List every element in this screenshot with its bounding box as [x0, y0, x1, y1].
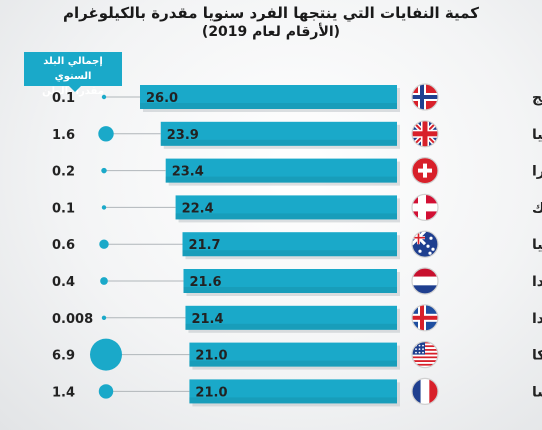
- bar-usa: [189, 342, 397, 367]
- bar-shade: [182, 250, 397, 257]
- total-value-label: 0.6: [52, 238, 75, 253]
- country-label: أيسلندا: [532, 309, 542, 327]
- bar-shade: [175, 213, 397, 220]
- flag-denmark-icon: [411, 193, 439, 221]
- total-dot: [101, 94, 107, 100]
- total-dot: [101, 167, 107, 174]
- bar-value-label: 23.4: [172, 165, 204, 180]
- total-value-label: 0.2: [52, 165, 75, 180]
- bar-shade: [165, 176, 397, 183]
- bar-australia: [182, 232, 397, 257]
- flag-norway-icon: [411, 83, 439, 111]
- total-dot: [100, 277, 108, 285]
- total-value-label: 0.4: [52, 275, 75, 290]
- bar-shade: [185, 323, 397, 330]
- total-dot: [101, 315, 107, 320]
- country-label: فرنسا: [532, 384, 542, 400]
- bar-switzerland: [165, 158, 397, 183]
- flag-australia-icon: [411, 230, 439, 258]
- bar-shade: [183, 287, 397, 293]
- bar-value-label: 21.0: [195, 349, 227, 364]
- flag-iceland-icon: [411, 304, 439, 332]
- chart-title: كمية النفايات التي ينتجها الفرد سنويا مق…: [63, 4, 479, 22]
- bar-shade: [140, 103, 397, 109]
- bar-value-label: 23.9: [167, 128, 199, 143]
- bar-value-label: 21.7: [189, 238, 221, 253]
- bar-denmark: [175, 195, 397, 220]
- country-label: بريطانيا: [532, 127, 542, 143]
- country-label: الدنمارك: [532, 200, 542, 216]
- total-dot: [90, 338, 122, 371]
- total-dot: [99, 239, 109, 249]
- bar-value-label: 21.0: [195, 385, 227, 400]
- total-value-label: 6.9: [52, 349, 75, 364]
- bar-france: [189, 379, 397, 404]
- bar-value-label: 26.0: [146, 91, 178, 106]
- total-dot: [98, 126, 114, 142]
- flag-switzerland-icon: [411, 157, 439, 185]
- country-label: أمريكا: [532, 346, 542, 364]
- bar-shade: [189, 397, 397, 404]
- country-label: سويسرا: [532, 164, 542, 180]
- bar-value-label: 21.6: [189, 275, 221, 290]
- country-label: أستراليا: [532, 235, 542, 253]
- bar-shade: [160, 139, 397, 146]
- bar-norway: [140, 85, 397, 109]
- flag-france-icon: [411, 377, 439, 405]
- bar-value-label: 22.4: [182, 201, 214, 216]
- country-label: النرويج: [532, 90, 542, 106]
- total-value-label: 1.4: [52, 385, 75, 400]
- country-label: هولندا: [532, 274, 542, 290]
- total-dot: [98, 384, 114, 399]
- bar-shade: [189, 360, 397, 367]
- bar-uk: [160, 121, 397, 146]
- total-value-label: 0.1: [52, 91, 75, 106]
- total-value-label: 0.1: [52, 201, 75, 216]
- total-dot: [101, 205, 107, 210]
- bar-iceland: [185, 305, 397, 330]
- total-header-line1: إجمالي البلد السنوي: [43, 56, 103, 82]
- chart-subtitle: (الأرقام لعام 2019): [201, 24, 341, 40]
- total-value-label: 0.008: [52, 312, 93, 327]
- flag-uk-icon: [411, 120, 439, 148]
- bar-value-label: 21.4: [191, 312, 223, 327]
- bar-netherlands: [183, 269, 397, 293]
- flag-netherlands-icon: [411, 267, 439, 295]
- total-value-label: 1.6: [52, 128, 75, 143]
- flag-usa-icon: [411, 341, 439, 369]
- total-column-header: إجمالي البلد السنوي مقدرا بالطن: [24, 52, 122, 97]
